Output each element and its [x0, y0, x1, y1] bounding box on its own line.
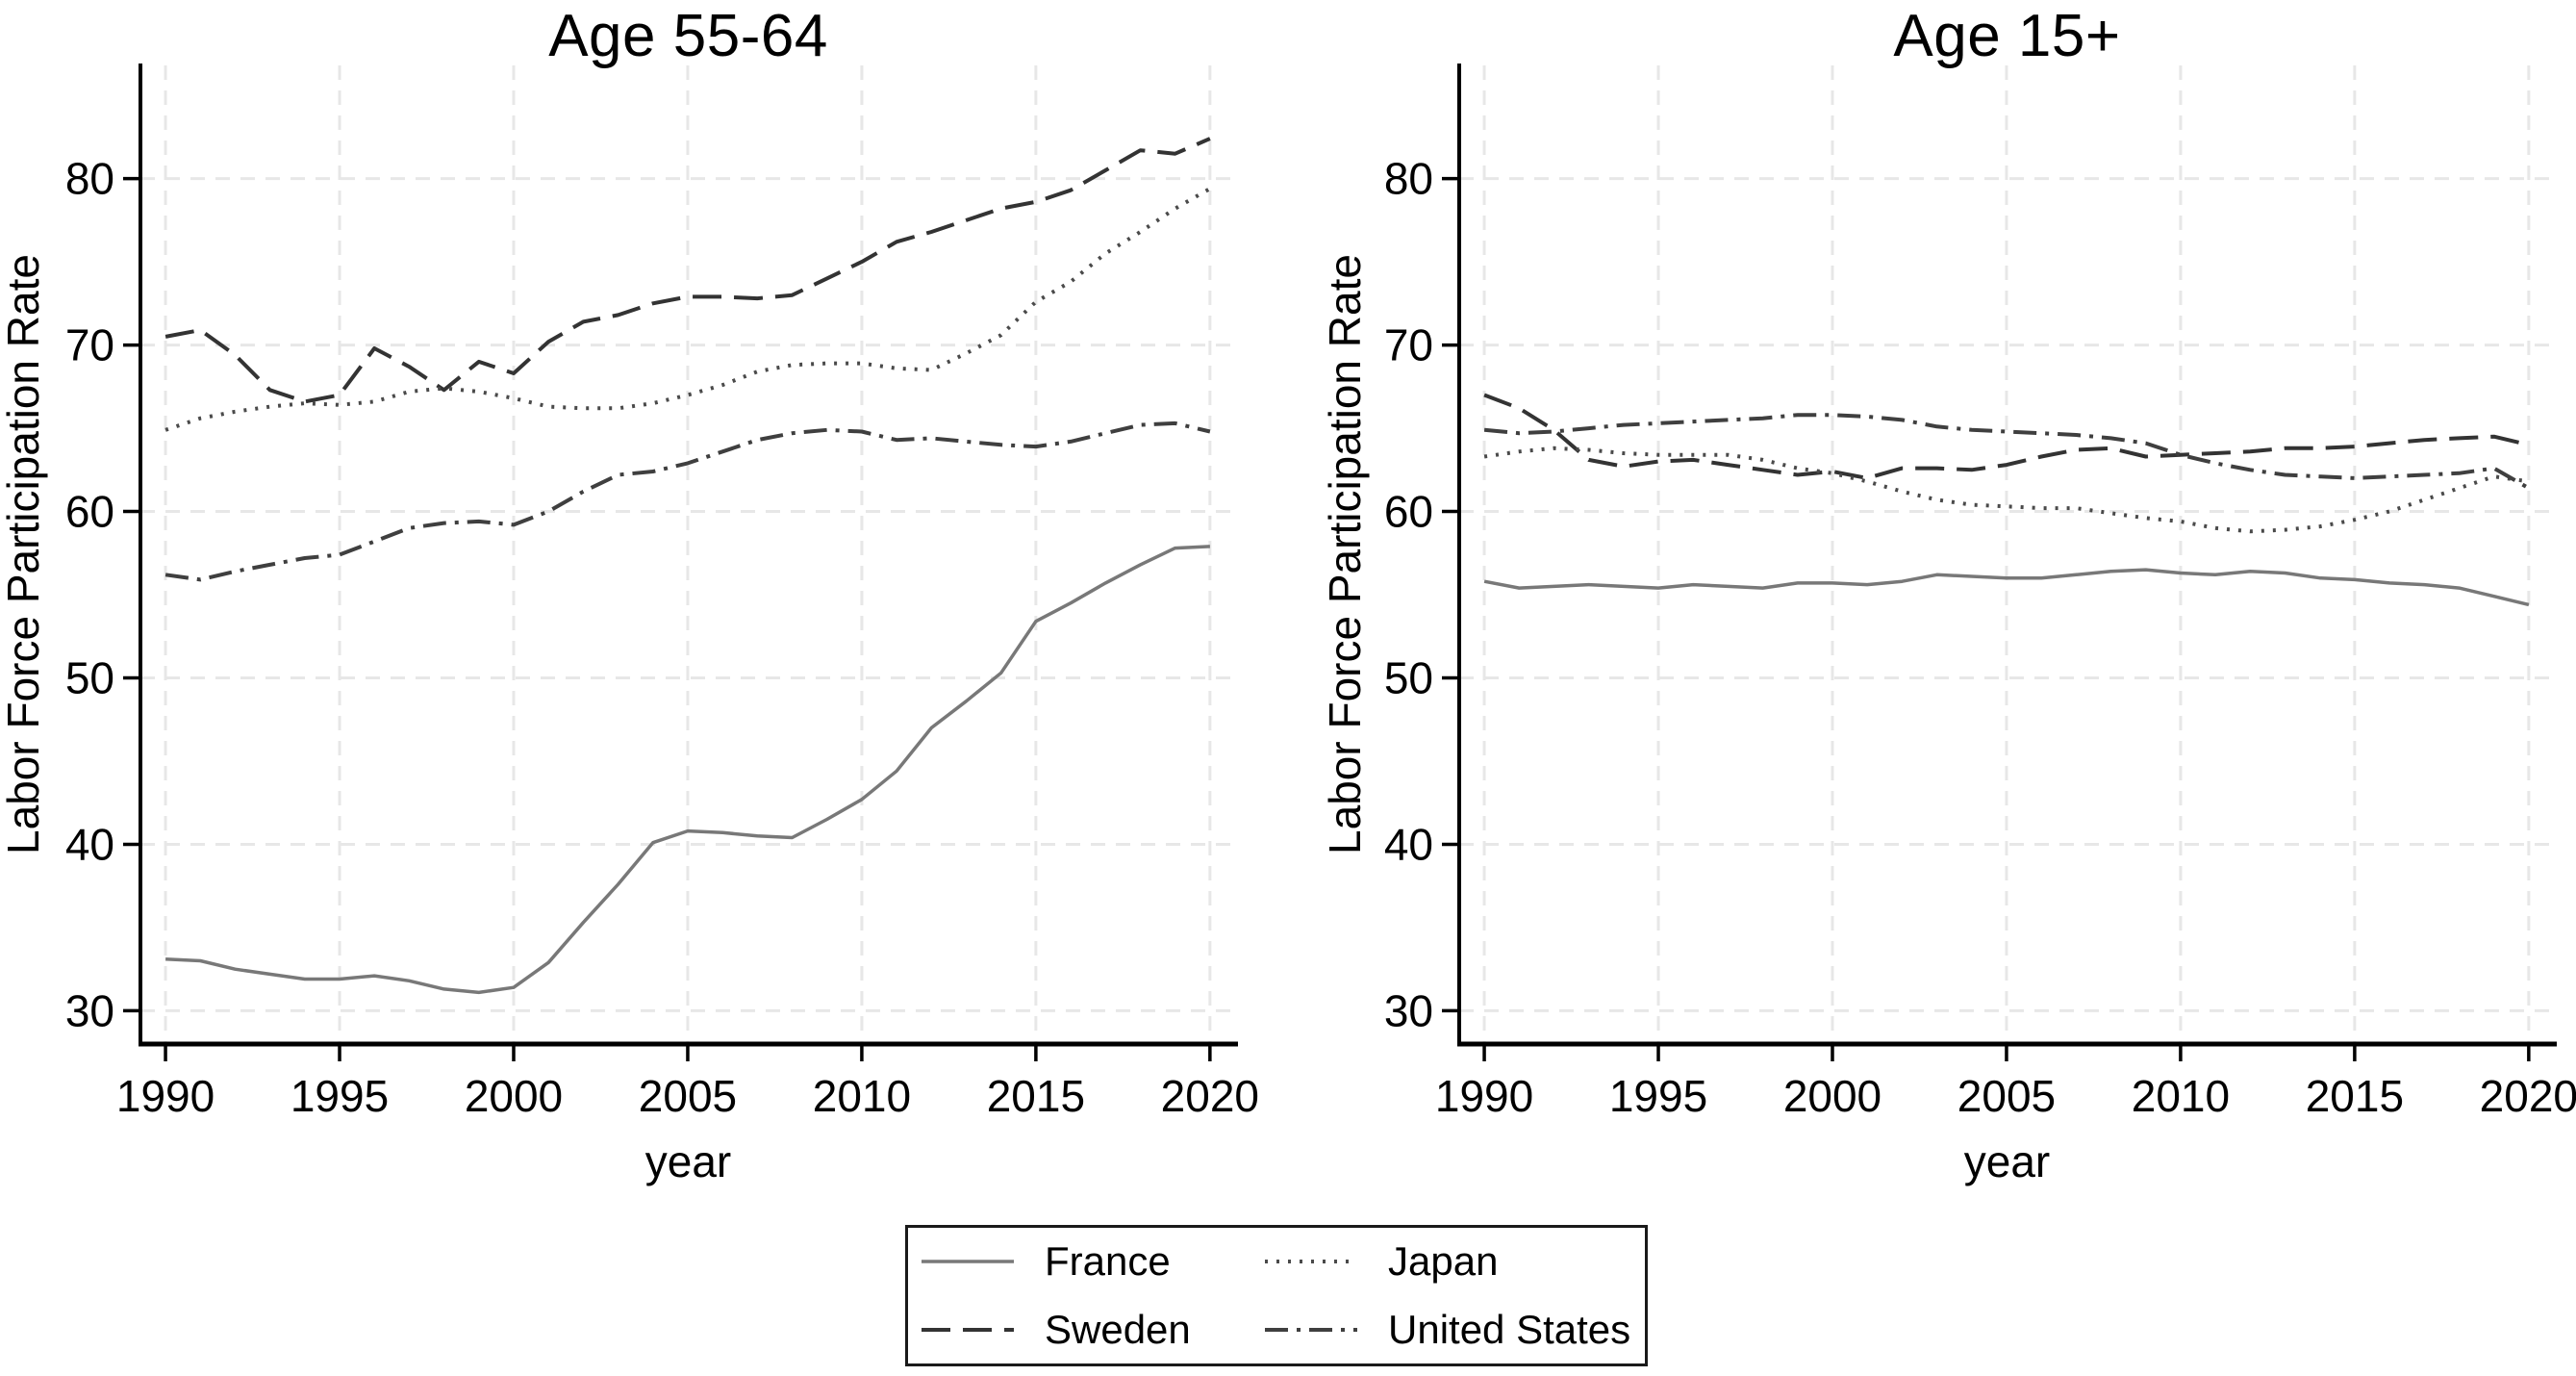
x-tick-label: 2020 — [2480, 1071, 2576, 1121]
panel-0: 30 40 50 60 70 80 1990 1995 2000 2005 2010 2015 2020 — [65, 64, 1259, 1121]
x-tick-label: 2020 — [1161, 1071, 1259, 1121]
panel-title-age-55-64: Age 55-64 — [548, 3, 828, 69]
tick-labels: 30 40 50 60 70 80 1990 1995 2000 2005 2010 2015 2020 — [65, 154, 1259, 1121]
legend-entry-united-states: United States — [1263, 1307, 1645, 1353]
x-tick-label: 2015 — [2306, 1071, 2404, 1121]
y-tick-label: 80 — [1384, 154, 1433, 204]
x-tick-label: 2005 — [639, 1071, 737, 1121]
panel-title-age-15plus: Age 15+ — [1893, 3, 2121, 69]
y-axis-label-left: Labor Force Participation Rate — [0, 254, 48, 854]
dashdot-line-swatch — [1265, 1327, 1357, 1332]
y-tick-label: 70 — [1384, 320, 1433, 370]
legend-entry-sweden: Sweden — [920, 1307, 1263, 1353]
series-line-france-panel-0 — [165, 545, 1210, 995]
legend-label-france: France — [1045, 1238, 1171, 1285]
axes — [1442, 64, 2557, 1061]
series-line-france-panel-1 — [1483, 568, 2530, 607]
solid-line-swatch — [922, 1260, 1014, 1263]
x-axis-label-left: year — [644, 1136, 732, 1186]
x-tick-label: 2010 — [2132, 1071, 2230, 1121]
x-tick-label: 2015 — [987, 1071, 1085, 1121]
y-tick-label: 30 — [1384, 985, 1433, 1035]
y-axis-label-right: Labor Force Participation Rate — [1320, 254, 1370, 854]
axes — [123, 64, 1238, 1061]
x-axis-label-right: year — [1963, 1136, 2051, 1186]
y-tick-label: 50 — [1384, 652, 1433, 702]
x-tick-label: 1995 — [290, 1071, 389, 1121]
legend: France Japan Sweden United States — [905, 1225, 1648, 1366]
legend-label-united-states: United States — [1388, 1306, 1631, 1352]
x-tick-label: 1990 — [1435, 1071, 1533, 1121]
series-line-japan-panel-1 — [1483, 446, 2530, 534]
panel-1: 30 40 50 60 70 80 1990 1995 2000 2005 2010 2015 2020 — [1384, 64, 2576, 1121]
legend-entry-japan: Japan — [1263, 1238, 1645, 1285]
series-line-united-states-panel-0 — [164, 420, 1211, 582]
y-tick-label: 60 — [1384, 487, 1433, 537]
x-tick-label: 2000 — [465, 1071, 563, 1121]
y-tick-label: 60 — [65, 487, 114, 537]
tick-labels: 30 40 50 60 70 80 1990 1995 2000 2005 2010 2015 2020 — [1384, 154, 2576, 1121]
x-tick-label: 1990 — [116, 1071, 215, 1121]
legend-label-sweden: Sweden — [1045, 1306, 1191, 1352]
legend-label-japan: Japan — [1388, 1238, 1499, 1285]
y-tick-label: 70 — [65, 320, 114, 370]
series-line-sweden-panel-1 — [1483, 393, 2530, 480]
x-tick-label: 2010 — [813, 1071, 911, 1121]
legend-entry-france: France — [920, 1238, 1263, 1285]
x-tick-label: 1995 — [1609, 1071, 1707, 1121]
y-tick-label: 50 — [65, 652, 114, 702]
gridlines — [140, 65, 1236, 1044]
y-tick-label: 30 — [65, 985, 114, 1035]
y-tick-label: 40 — [1384, 819, 1433, 869]
x-tick-label: 2005 — [1957, 1071, 2056, 1121]
dashed-line-swatch — [922, 1327, 1014, 1332]
dotted-line-swatch — [1265, 1260, 1357, 1264]
gridlines — [1459, 65, 2555, 1044]
x-tick-label: 2000 — [1783, 1071, 1881, 1121]
y-tick-label: 40 — [65, 819, 114, 869]
y-tick-label: 80 — [65, 154, 114, 204]
